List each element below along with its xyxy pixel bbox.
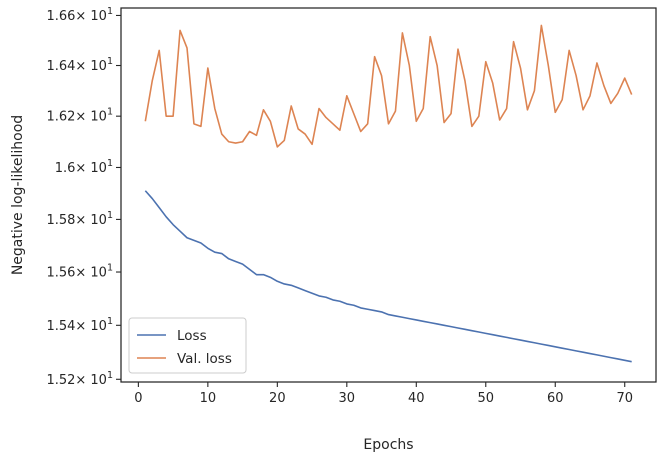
y-tick-label: 1.52× 101 [46, 370, 113, 388]
y-axis-ticks: 1.52× 101 1.54× 101 1.56× 101 1.58× 101 1.6×… [46, 6, 121, 388]
y-tick-label: 1.66× 101 [46, 6, 113, 24]
plot-frame [120, 7, 657, 383]
legend: Loss Val. loss [128, 317, 247, 374]
x-tick-label: 70 [616, 391, 633, 406]
x-tick-label: 40 [408, 391, 425, 406]
x-tick-label: 20 [269, 391, 286, 406]
y-tick-label: 1.62× 101 [46, 107, 113, 125]
legend-label: Loss [177, 328, 207, 344]
y-tick-label: 1.58× 101 [46, 210, 113, 228]
y-tick-label: 1.54× 101 [46, 316, 113, 334]
x-tick-label: 30 [339, 391, 356, 406]
x-tick-label: 10 [200, 391, 217, 406]
series-line-val-loss [144, 24, 633, 148]
series-line-loss [144, 190, 632, 363]
x-tick-label: 0 [134, 391, 142, 406]
y-axis-label: Negative log-likelihood [10, 115, 26, 275]
y-tick-label: 1.64× 101 [46, 56, 113, 74]
x-tick-label: 50 [477, 391, 494, 406]
legend-box [128, 317, 247, 374]
x-axis-ticks: 0 10 20 30 40 50 60 70 [134, 382, 633, 406]
x-axis-label: Epochs [363, 437, 413, 453]
y-tick-label: 1.6× 101 [55, 158, 113, 176]
x-tick-label: 60 [547, 391, 564, 406]
y-tick-label: 1.56× 101 [46, 263, 113, 281]
legend-label: Val. loss [177, 351, 232, 367]
series-layer [144, 24, 633, 363]
